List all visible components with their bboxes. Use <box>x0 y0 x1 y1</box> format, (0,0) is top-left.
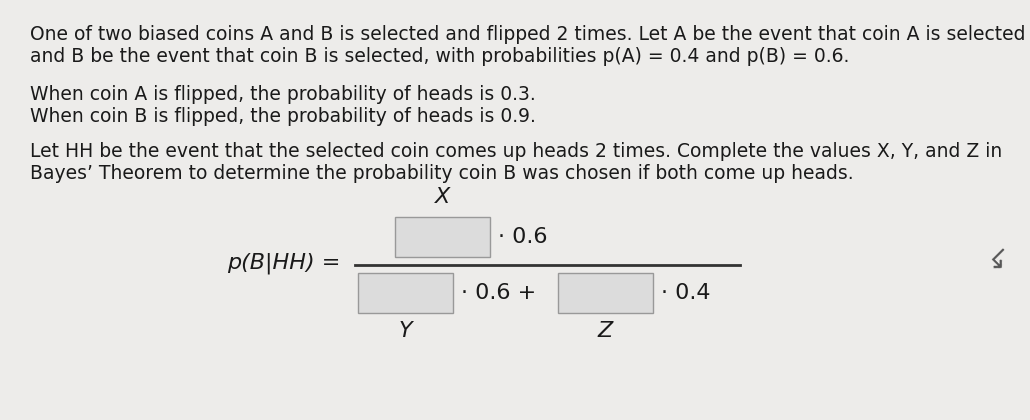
Text: · 0.6: · 0.6 <box>497 227 548 247</box>
Text: · 0.4: · 0.4 <box>661 283 711 303</box>
Text: ↳: ↳ <box>976 247 1014 283</box>
Text: X: X <box>435 187 450 207</box>
Text: and B be the event that coin B is selected, with probabilities p(A) = 0.4 and p(: and B be the event that coin B is select… <box>30 47 850 66</box>
Text: Bayes’ Theorem to determine the probability coin B was chosen if both come up he: Bayes’ Theorem to determine the probabil… <box>30 164 854 183</box>
Text: When coin A is flipped, the probability of heads is 0.3.: When coin A is flipped, the probability … <box>30 85 536 104</box>
Text: Let HH be the event that the selected coin comes up heads 2 times. Complete the : Let HH be the event that the selected co… <box>30 142 1002 161</box>
FancyBboxPatch shape <box>394 217 490 257</box>
Text: When coin B is flipped, the probability of heads is 0.9.: When coin B is flipped, the probability … <box>30 107 536 126</box>
FancyBboxPatch shape <box>558 273 653 313</box>
Text: One of two biased coins A and B is selected and flipped 2 times. Let A be the ev: One of two biased coins A and B is selec… <box>30 25 1026 44</box>
FancyBboxPatch shape <box>358 273 453 313</box>
Text: · 0.6 +: · 0.6 + <box>461 283 537 303</box>
Text: p(B|HH) =: p(B|HH) = <box>227 252 340 274</box>
Text: Y: Y <box>399 321 412 341</box>
Text: Z: Z <box>597 321 613 341</box>
